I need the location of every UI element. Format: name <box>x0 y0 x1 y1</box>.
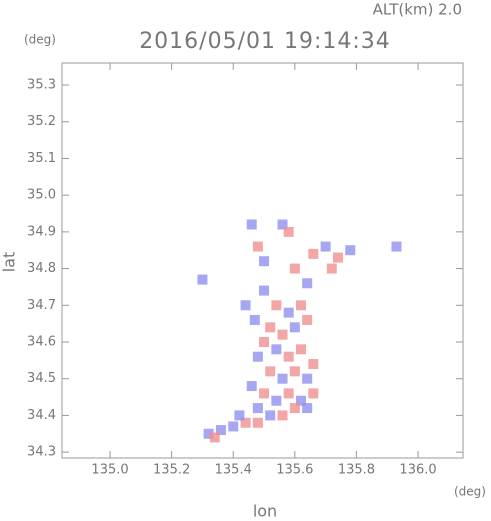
x-tick-label: 135.2 <box>153 463 190 478</box>
x-unit: (deg) <box>454 485 486 499</box>
echo-cell <box>252 241 263 252</box>
echo-cell <box>295 395 306 406</box>
echo-cell <box>215 425 226 436</box>
echo-cell <box>259 336 270 347</box>
chart-title: 2016/05/01 19:14:34 <box>139 29 391 54</box>
y-tick-label: 34.5 <box>27 371 56 386</box>
y-tick-label: 34.7 <box>27 298 56 313</box>
echo-cell <box>302 314 313 325</box>
echo-cell <box>289 263 300 274</box>
altitude-label: ALT(km) 2.0 <box>373 1 462 19</box>
echo-cell <box>259 388 270 399</box>
y-tick-label: 35.0 <box>27 188 56 203</box>
plot-frame <box>61 62 464 459</box>
echo-cell <box>259 285 270 296</box>
echo-cell <box>271 395 282 406</box>
echo-cell <box>228 421 239 432</box>
echo-cell <box>295 300 306 311</box>
echo-cell <box>308 359 319 370</box>
echo-cell <box>391 241 402 252</box>
y-tick-label: 34.6 <box>27 334 56 349</box>
x-tick-label: 135.4 <box>215 463 252 478</box>
x-tick-label: 135.8 <box>338 463 375 478</box>
echo-cell <box>295 344 306 355</box>
y-axis-label: lat <box>0 252 19 273</box>
y-tick-label: 35.2 <box>27 114 56 129</box>
echo-cell <box>249 314 260 325</box>
x-tick-label: 135.6 <box>276 463 313 478</box>
echo-cell <box>246 381 257 392</box>
echo-cell <box>265 322 276 333</box>
echo-cell <box>271 300 282 311</box>
echo-cell <box>240 417 251 428</box>
echo-cell <box>332 252 343 263</box>
echo-cell <box>283 351 294 362</box>
echo-cell <box>277 410 288 421</box>
echo-cell <box>259 256 270 267</box>
y-unit: (deg) <box>24 33 56 47</box>
y-tick-label: 34.3 <box>27 445 56 460</box>
x-tick-label: 136.0 <box>399 463 436 478</box>
echo-cell <box>308 248 319 259</box>
y-tick-label: 34.8 <box>27 261 56 276</box>
echo-cell <box>277 329 288 340</box>
x-axis-label: lon <box>253 502 277 521</box>
echo-cell <box>283 226 294 237</box>
y-tick-label: 35.3 <box>27 78 56 93</box>
echo-cell <box>302 373 313 384</box>
echo-cell <box>265 366 276 377</box>
echo-cell <box>308 388 319 399</box>
echo-cell <box>265 410 276 421</box>
echo-cell <box>283 307 294 318</box>
echo-cell <box>209 432 220 443</box>
echo-cell <box>302 403 313 414</box>
echo-cell <box>289 403 300 414</box>
echo-cell <box>289 322 300 333</box>
echo-cell <box>240 300 251 311</box>
echo-cell <box>320 241 331 252</box>
y-tick-label: 34.4 <box>27 408 56 423</box>
echo-cell <box>277 219 288 230</box>
echo-cell <box>246 219 257 230</box>
echo-cell <box>252 403 263 414</box>
echo-cell <box>345 245 356 256</box>
echo-cell <box>289 366 300 377</box>
echo-cell <box>203 428 214 439</box>
echo-cell <box>277 373 288 384</box>
y-tick-label: 34.9 <box>27 224 56 239</box>
echo-cell <box>302 278 313 289</box>
echo-cell <box>234 410 245 421</box>
echo-cell <box>252 351 263 362</box>
echo-cell <box>197 274 208 285</box>
echo-cell <box>252 417 263 428</box>
echo-cell <box>326 263 337 274</box>
echo-cell <box>283 388 294 399</box>
echo-cell <box>271 344 282 355</box>
y-tick-label: 35.1 <box>27 151 56 166</box>
x-tick-label: 135.0 <box>91 463 128 478</box>
